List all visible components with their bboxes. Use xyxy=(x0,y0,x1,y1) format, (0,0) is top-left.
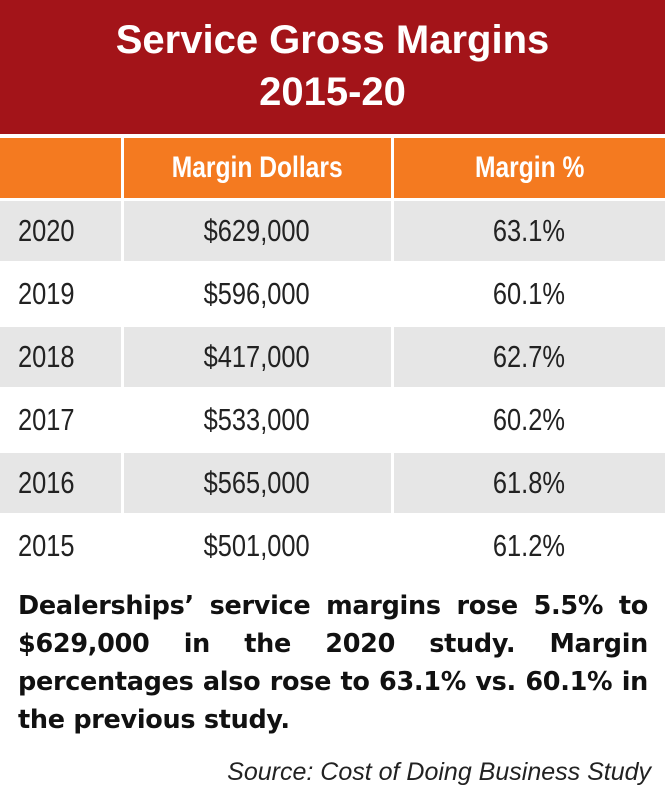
source-note: Source: Cost of Doing Business Study xyxy=(227,758,651,786)
year-cell-text: 2016 xyxy=(18,465,75,500)
margin-dollars-cell-text: $629,000 xyxy=(203,213,311,248)
year-cell-text: 2015 xyxy=(18,528,75,563)
margin-dollars-cell: $501,000 xyxy=(120,513,392,576)
margin-pct-cell-text: 60.1% xyxy=(493,276,566,311)
margin-dollars-cell-text: $596,000 xyxy=(203,276,311,311)
table-row: 2019 $596,000 60.1% xyxy=(0,261,665,326)
year-cell: 2017 xyxy=(0,387,122,452)
header-margin-pct: Margin % xyxy=(390,135,665,200)
caption: Dealerships’ service margins rose 5.5% t… xyxy=(18,591,648,735)
margin-pct-cell: 63.1% xyxy=(390,198,665,263)
margin-dollars-cell-text: $565,000 xyxy=(203,465,311,500)
table-row: 2020 $629,000 63.1% xyxy=(0,198,665,263)
margin-pct-cell: 61.8% xyxy=(390,450,665,515)
table-title: Service Gross Margins 2015-20 xyxy=(0,0,665,134)
header-margin-dollars: Margin Dollars xyxy=(120,135,392,200)
margin-dollars-cell: $533,000 xyxy=(120,387,392,452)
margin-pct-cell: 62.7% xyxy=(390,324,665,389)
margins-table: Margin Dollars Margin % 2020 $629,000 63.1… xyxy=(0,135,665,576)
year-cell-text: 2017 xyxy=(18,402,75,437)
year-cell: 2016 xyxy=(0,450,122,515)
margin-dollars-cell: $417,000 xyxy=(120,324,392,389)
header-year xyxy=(0,135,122,200)
margin-pct-cell-text: 60.2% xyxy=(493,402,566,437)
margin-pct-cell-text: 62.7% xyxy=(493,339,566,374)
margin-pct-cell: 61.2% xyxy=(390,513,665,576)
title-line-2: 2015-20 xyxy=(259,70,406,114)
margin-dollars-cell: $565,000 xyxy=(120,450,392,515)
header-row: Margin Dollars Margin % xyxy=(0,135,665,200)
table-row: 2015 $501,000 61.2% xyxy=(0,513,665,576)
year-cell-text: 2018 xyxy=(18,339,75,374)
table-row: 2018 $417,000 62.7% xyxy=(0,324,665,389)
margin-dollars-cell-text: $501,000 xyxy=(203,528,311,563)
table-row: 2017 $533,000 60.2% xyxy=(0,387,665,452)
margin-dollars-cell-text: $533,000 xyxy=(203,402,311,437)
year-cell-text: 2019 xyxy=(18,276,75,311)
margin-pct-cell-text: 63.1% xyxy=(493,213,566,248)
margin-dollars-cell-text: $417,000 xyxy=(203,339,311,374)
title-line-1: Service Gross Margins xyxy=(115,18,550,62)
margin-pct-cell: 60.1% xyxy=(390,261,665,326)
year-cell: 2020 xyxy=(0,198,122,263)
margin-pct-cell-text: 61.8% xyxy=(493,465,566,500)
year-cell: 2018 xyxy=(0,324,122,389)
margin-dollars-cell: $596,000 xyxy=(120,261,392,326)
year-cell: 2015 xyxy=(0,513,122,576)
year-cell-text: 2020 xyxy=(18,213,75,248)
margin-dollars-cell: $629,000 xyxy=(120,198,392,263)
margin-pct-cell-text: 61.2% xyxy=(493,528,566,563)
table-row: 2016 $565,000 61.8% xyxy=(0,450,665,515)
year-cell: 2019 xyxy=(0,261,122,326)
margin-pct-cell: 60.2% xyxy=(390,387,665,452)
